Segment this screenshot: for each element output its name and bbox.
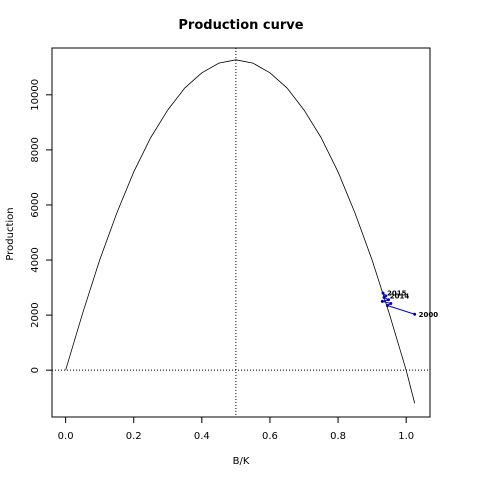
x-tick-label: 0.6 — [262, 431, 278, 442]
year-label: 2014 — [390, 292, 410, 300]
y-tick-label: 2000 — [30, 302, 41, 327]
y-tick-label: 8000 — [30, 137, 41, 162]
year-label: 2015 — [387, 290, 407, 298]
production-curve-line — [65, 59, 416, 404]
plot-frame — [51, 47, 431, 418]
plot-area: 0.0 0.2 0.4 0.6 0.8 1.0 0 2000 4000 6000 8000 10000… — [30, 47, 439, 442]
trajectory-point — [381, 291, 385, 295]
y-tick-label: 0 — [30, 367, 41, 373]
x-tick-label: 1.0 — [398, 431, 414, 442]
trajectory-point — [413, 312, 417, 316]
trajectory-point — [385, 303, 389, 307]
y-tick-label: 6000 — [30, 192, 41, 217]
x-tick-label: 0.2 — [126, 431, 142, 442]
trajectory-point — [380, 299, 384, 303]
x-tick-label: 0.8 — [330, 431, 346, 442]
y-tick-label: 10000 — [30, 79, 41, 111]
year-label: 2000 — [419, 311, 439, 319]
chart-title: Production curve — [178, 18, 303, 33]
trajectory-point — [386, 298, 390, 302]
y-axis-label: Production — [5, 207, 16, 260]
trajectory-point — [384, 294, 388, 298]
x-axis-label: B/K — [233, 456, 250, 467]
x-tick-label: 0.4 — [194, 431, 210, 442]
y-tick-label: 4000 — [30, 247, 41, 272]
x-tick-label: 0.0 — [58, 431, 74, 442]
trajectory-point — [389, 302, 393, 306]
